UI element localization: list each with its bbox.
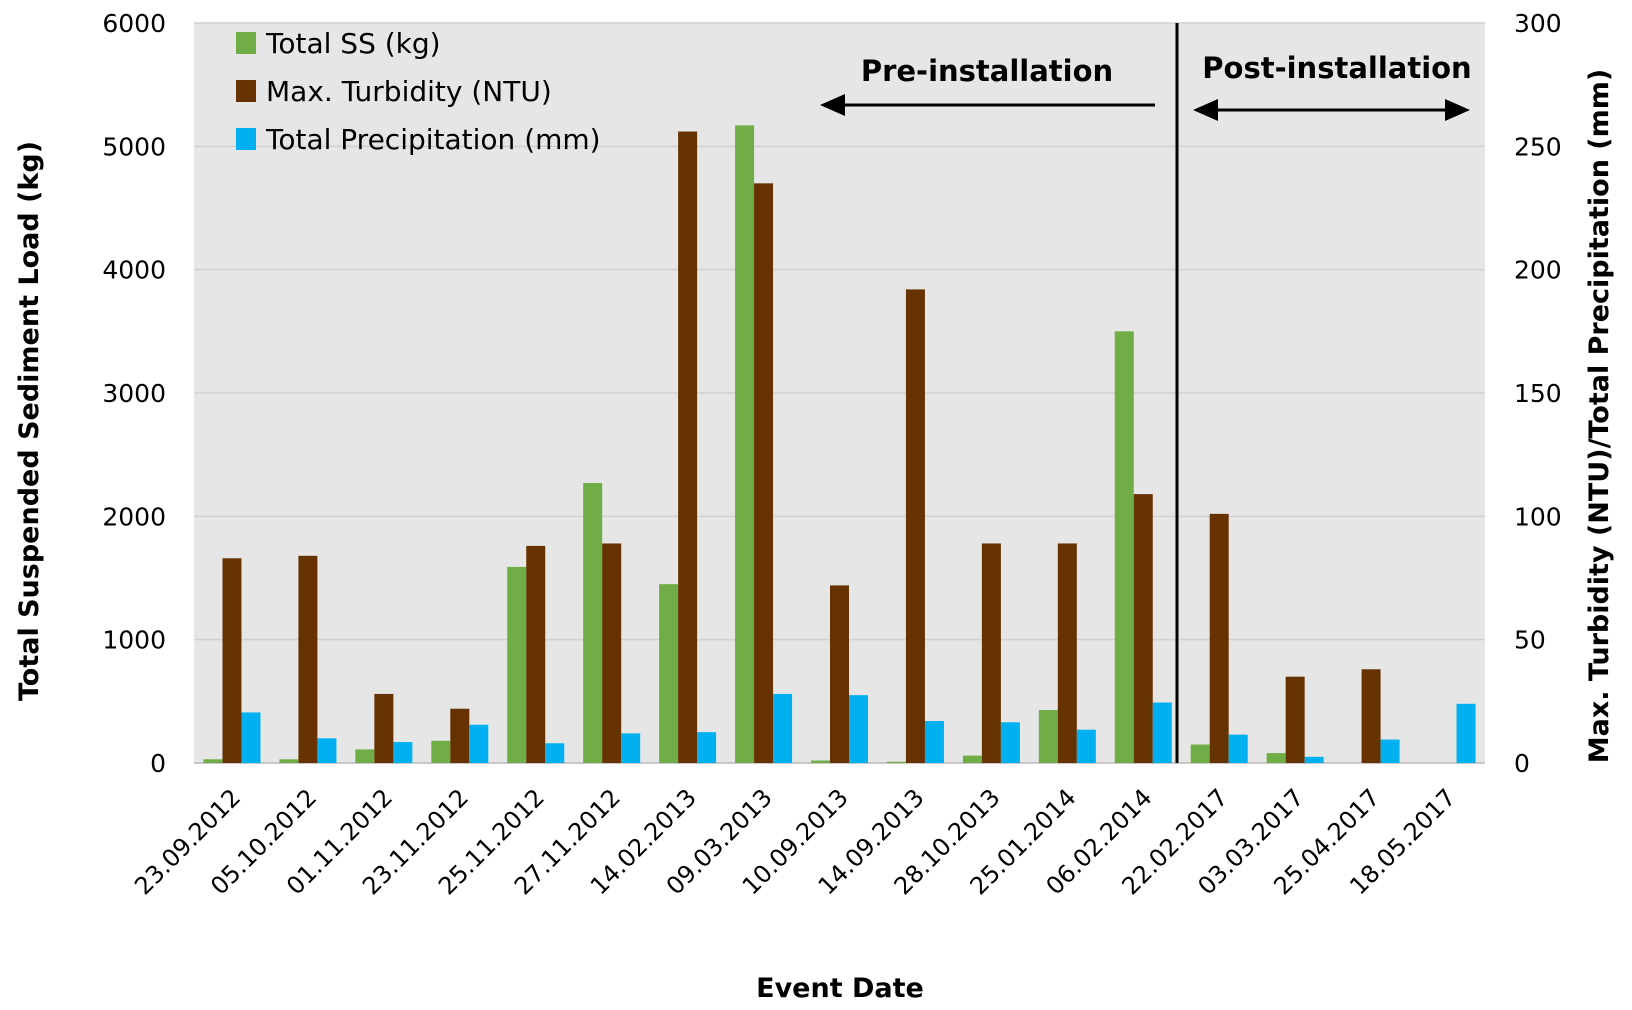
x-axis-title: Event Date: [756, 973, 924, 1004]
post-installation-label: Post-installation: [1202, 51, 1471, 85]
total-ss-bar: [962, 755, 982, 763]
right-tick-label: 300: [1514, 9, 1562, 38]
left-tick-label: 1000: [102, 626, 166, 655]
legend-swatch-max-turbidity: [236, 80, 256, 102]
total-ss-bar: [507, 566, 527, 763]
total-precipitation-bar: [1076, 729, 1096, 763]
total-ss-bar: [203, 759, 223, 763]
total-ss-bar: [1038, 709, 1058, 763]
left-axis-title: Total Suspended Sediment Load (kg): [14, 141, 45, 701]
total-ss-bar: [659, 584, 679, 763]
left-tick-label: 3000: [102, 379, 166, 408]
post-arrow-right-head-icon: [1445, 99, 1470, 121]
total-precipitation-bar: [1304, 756, 1324, 763]
total-precipitation-bar: [469, 724, 489, 763]
total-ss-bar: [279, 759, 299, 763]
total-ss-bar: [355, 749, 375, 763]
total-precipitation-bar: [317, 738, 337, 763]
bars: [203, 125, 1476, 764]
total-ss-bar: [811, 760, 830, 763]
legend-label-max-turbidity: Max. Turbidity (NTU): [266, 75, 552, 108]
right-tick-label: 50: [1514, 626, 1546, 655]
right-tick-label: 0: [1514, 749, 1530, 778]
total-ss-bar: [1266, 753, 1286, 763]
total-precipitation-bar: [545, 743, 565, 763]
max-turbidity-bar: [1209, 513, 1229, 763]
max-turbidity-bar: [298, 555, 318, 763]
total-ss-bar: [1114, 331, 1134, 763]
total-precipitation-bar: [1000, 722, 1020, 763]
pre-arrow-head-icon: [820, 94, 845, 116]
left-tick-label: 6000: [102, 9, 166, 38]
total-precipitation-bar: [1456, 703, 1476, 763]
total-precipitation-bar: [1380, 739, 1400, 763]
max-turbidity-bar: [374, 693, 394, 763]
max-turbidity-bar: [981, 543, 1001, 763]
max-turbidity-bar: [526, 545, 546, 763]
total-ss-bar: [886, 761, 906, 763]
legend: Total SS (kg) Max. Turbidity (NTU) Total…: [236, 27, 601, 156]
total-ss-bar: [583, 483, 603, 763]
post-arrow-left-head-icon: [1193, 99, 1218, 121]
max-turbidity-bar: [1133, 494, 1153, 763]
total-precipitation-bar: [393, 742, 413, 763]
right-axis-ticks: 0 50 100 150 200 250 300: [1514, 9, 1562, 778]
total-precipitation-bar: [1228, 734, 1248, 763]
total-ss-bar: [431, 740, 451, 763]
max-turbidity-bar: [678, 131, 698, 764]
right-axis-title: Max. Turbidity (NTU)/Total Precipitation…: [1584, 69, 1615, 764]
total-precipitation-bar: [849, 695, 868, 763]
total-precipitation-bar: [773, 693, 793, 763]
right-tick-label: 250: [1514, 132, 1562, 161]
left-tick-label: 4000: [102, 256, 166, 285]
max-turbidity-bar: [602, 543, 622, 763]
max-turbidity-bar: [830, 585, 849, 763]
max-turbidity-bar: [1057, 543, 1077, 763]
left-axis-ticks: 0 1000 2000 3000 4000 5000 6000: [102, 9, 166, 778]
max-turbidity-bar: [754, 183, 774, 764]
left-tick-label: 0: [150, 749, 166, 778]
right-tick-label: 100: [1514, 502, 1562, 531]
x-axis-ticks: 23.09.201205.10.201201.11.201223.11.2012…: [129, 783, 1461, 900]
total-precipitation-bar: [241, 712, 261, 763]
max-turbidity-bar: [450, 708, 470, 763]
legend-label-total-ss: Total SS (kg): [265, 27, 441, 60]
total-ss-bar: [735, 125, 755, 763]
max-turbidity-bar: [905, 289, 925, 763]
left-tick-label: 2000: [102, 502, 166, 531]
right-tick-label: 150: [1514, 379, 1562, 408]
total-precipitation-bar: [697, 732, 717, 763]
max-turbidity-bar: [222, 558, 242, 763]
legend-swatch-total-ss: [236, 32, 256, 54]
legend-swatch-total-precipitation: [236, 128, 256, 150]
total-ss-bar: [1190, 744, 1210, 763]
max-turbidity-bar: [1285, 676, 1305, 763]
pre-installation-label: Pre-installation: [861, 54, 1113, 88]
total-precipitation-bar: [924, 721, 944, 763]
right-tick-label: 200: [1514, 256, 1562, 285]
max-turbidity-bar: [1361, 669, 1381, 763]
total-precipitation-bar: [1152, 702, 1172, 763]
total-precipitation-bar: [621, 733, 641, 763]
legend-label-total-precipitation: Total Precipitation (mm): [265, 123, 601, 156]
left-tick-label: 5000: [102, 132, 166, 161]
